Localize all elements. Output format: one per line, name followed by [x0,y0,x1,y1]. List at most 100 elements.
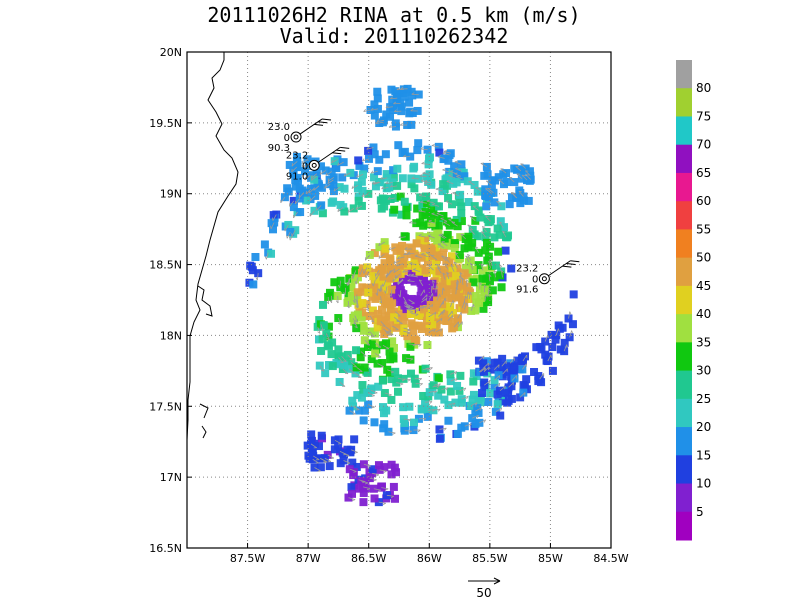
wind-cell [468,395,477,404]
wind-cell [426,153,435,162]
wind-vector [437,267,442,274]
colorbar-label: 30 [696,364,711,378]
wind-vector [367,404,375,408]
wind-vector [427,409,435,411]
station-barb-flag [332,152,342,155]
yucatan-coastline [186,52,239,441]
wind-vector-head [377,489,381,492]
wind-vector [327,454,335,459]
wind-cell [356,353,365,362]
wind-vector [430,285,433,293]
wind-vector [508,382,514,388]
wind-vector [465,255,470,263]
wind-vector [408,343,416,345]
wind-vector [284,224,289,232]
wind-cell [392,92,401,101]
wind-cell [354,288,363,297]
wind-vector [429,311,437,317]
wind-vector-head [455,378,458,382]
wind-vector-head [354,320,358,323]
wind-cell [440,395,449,404]
wind-cell [327,350,336,359]
wind-vector [495,407,502,413]
wind-vector [496,200,502,207]
wind-vector [385,106,393,108]
wind-vector-head [396,87,400,91]
wind-vector [325,333,330,340]
wind-cell [420,244,429,253]
wind-vector [361,193,369,198]
wind-vector-head [557,328,560,332]
wind-cell [471,306,480,315]
station-barb-flag [570,260,580,263]
wind-vector-head [459,271,463,275]
wind-vector [460,233,466,240]
wind-cell [325,462,334,471]
wind-vector-head [487,362,490,367]
wind-cell [419,391,428,400]
wind-vector-head [476,414,479,419]
wind-vector [342,452,350,456]
wind-vector [432,280,435,288]
wind-vector-head [375,474,380,477]
wind-vector [355,373,362,378]
wind-vector [337,317,342,325]
wind-cell [389,166,398,175]
wind-vector-head [354,281,357,285]
wind-vector [351,361,357,368]
wind-vector [475,187,482,192]
wind-vector [439,309,445,316]
wind-cell [413,146,422,155]
wind-cell [457,209,466,218]
wind-cell [383,287,392,296]
wind-cell [386,112,395,121]
wind-vector [373,181,381,185]
wind-cell [346,448,355,457]
wind-vector-head [512,382,514,386]
wind-cell [385,274,394,283]
wind-cell [332,164,341,173]
wind-vector [301,159,308,165]
wind-vector-head [429,401,433,404]
wind-cell [442,174,451,183]
wind-vector-head [431,143,435,147]
wind-vector [437,243,444,249]
wind-vector [520,163,526,169]
wind-cell [432,320,441,329]
wind-vector [352,270,357,278]
wind-vector-head [431,304,434,308]
wind-cell [381,150,390,159]
colorbar-segment [676,427,692,456]
wind-vector-head [378,288,381,292]
wind-vector-head [431,212,435,215]
wind-vector-head [371,395,375,397]
wind-vector-head [484,367,487,371]
wind-vector [404,305,411,310]
wind-vector [461,277,464,285]
wind-cell [419,305,428,314]
x-tick-label: 87W [296,552,321,565]
wind-cell [354,156,363,165]
wind-vector-head [364,274,367,279]
station-barb-flag [340,146,350,149]
colorbar-segment [676,88,692,117]
x-tick-label: 85W [538,552,563,565]
wind-cell [386,261,395,270]
wind-cell [493,358,502,367]
wind-vector [472,205,479,211]
wind-cell [381,244,390,253]
wind-cell [378,376,387,385]
wind-cell [494,371,503,380]
wind-vector [370,389,378,394]
wind-vector-head [469,228,473,231]
wind-cell [359,326,368,335]
wind-vector [439,301,444,308]
wind-vector [313,185,320,191]
station-temp: 23.2 [286,150,308,161]
wind-vector-head [443,427,447,431]
wind-vector-head [512,192,516,194]
wind-cell [388,95,397,104]
wind-cell [476,393,485,402]
wind-cell [537,345,546,354]
wind-cell [377,482,386,491]
